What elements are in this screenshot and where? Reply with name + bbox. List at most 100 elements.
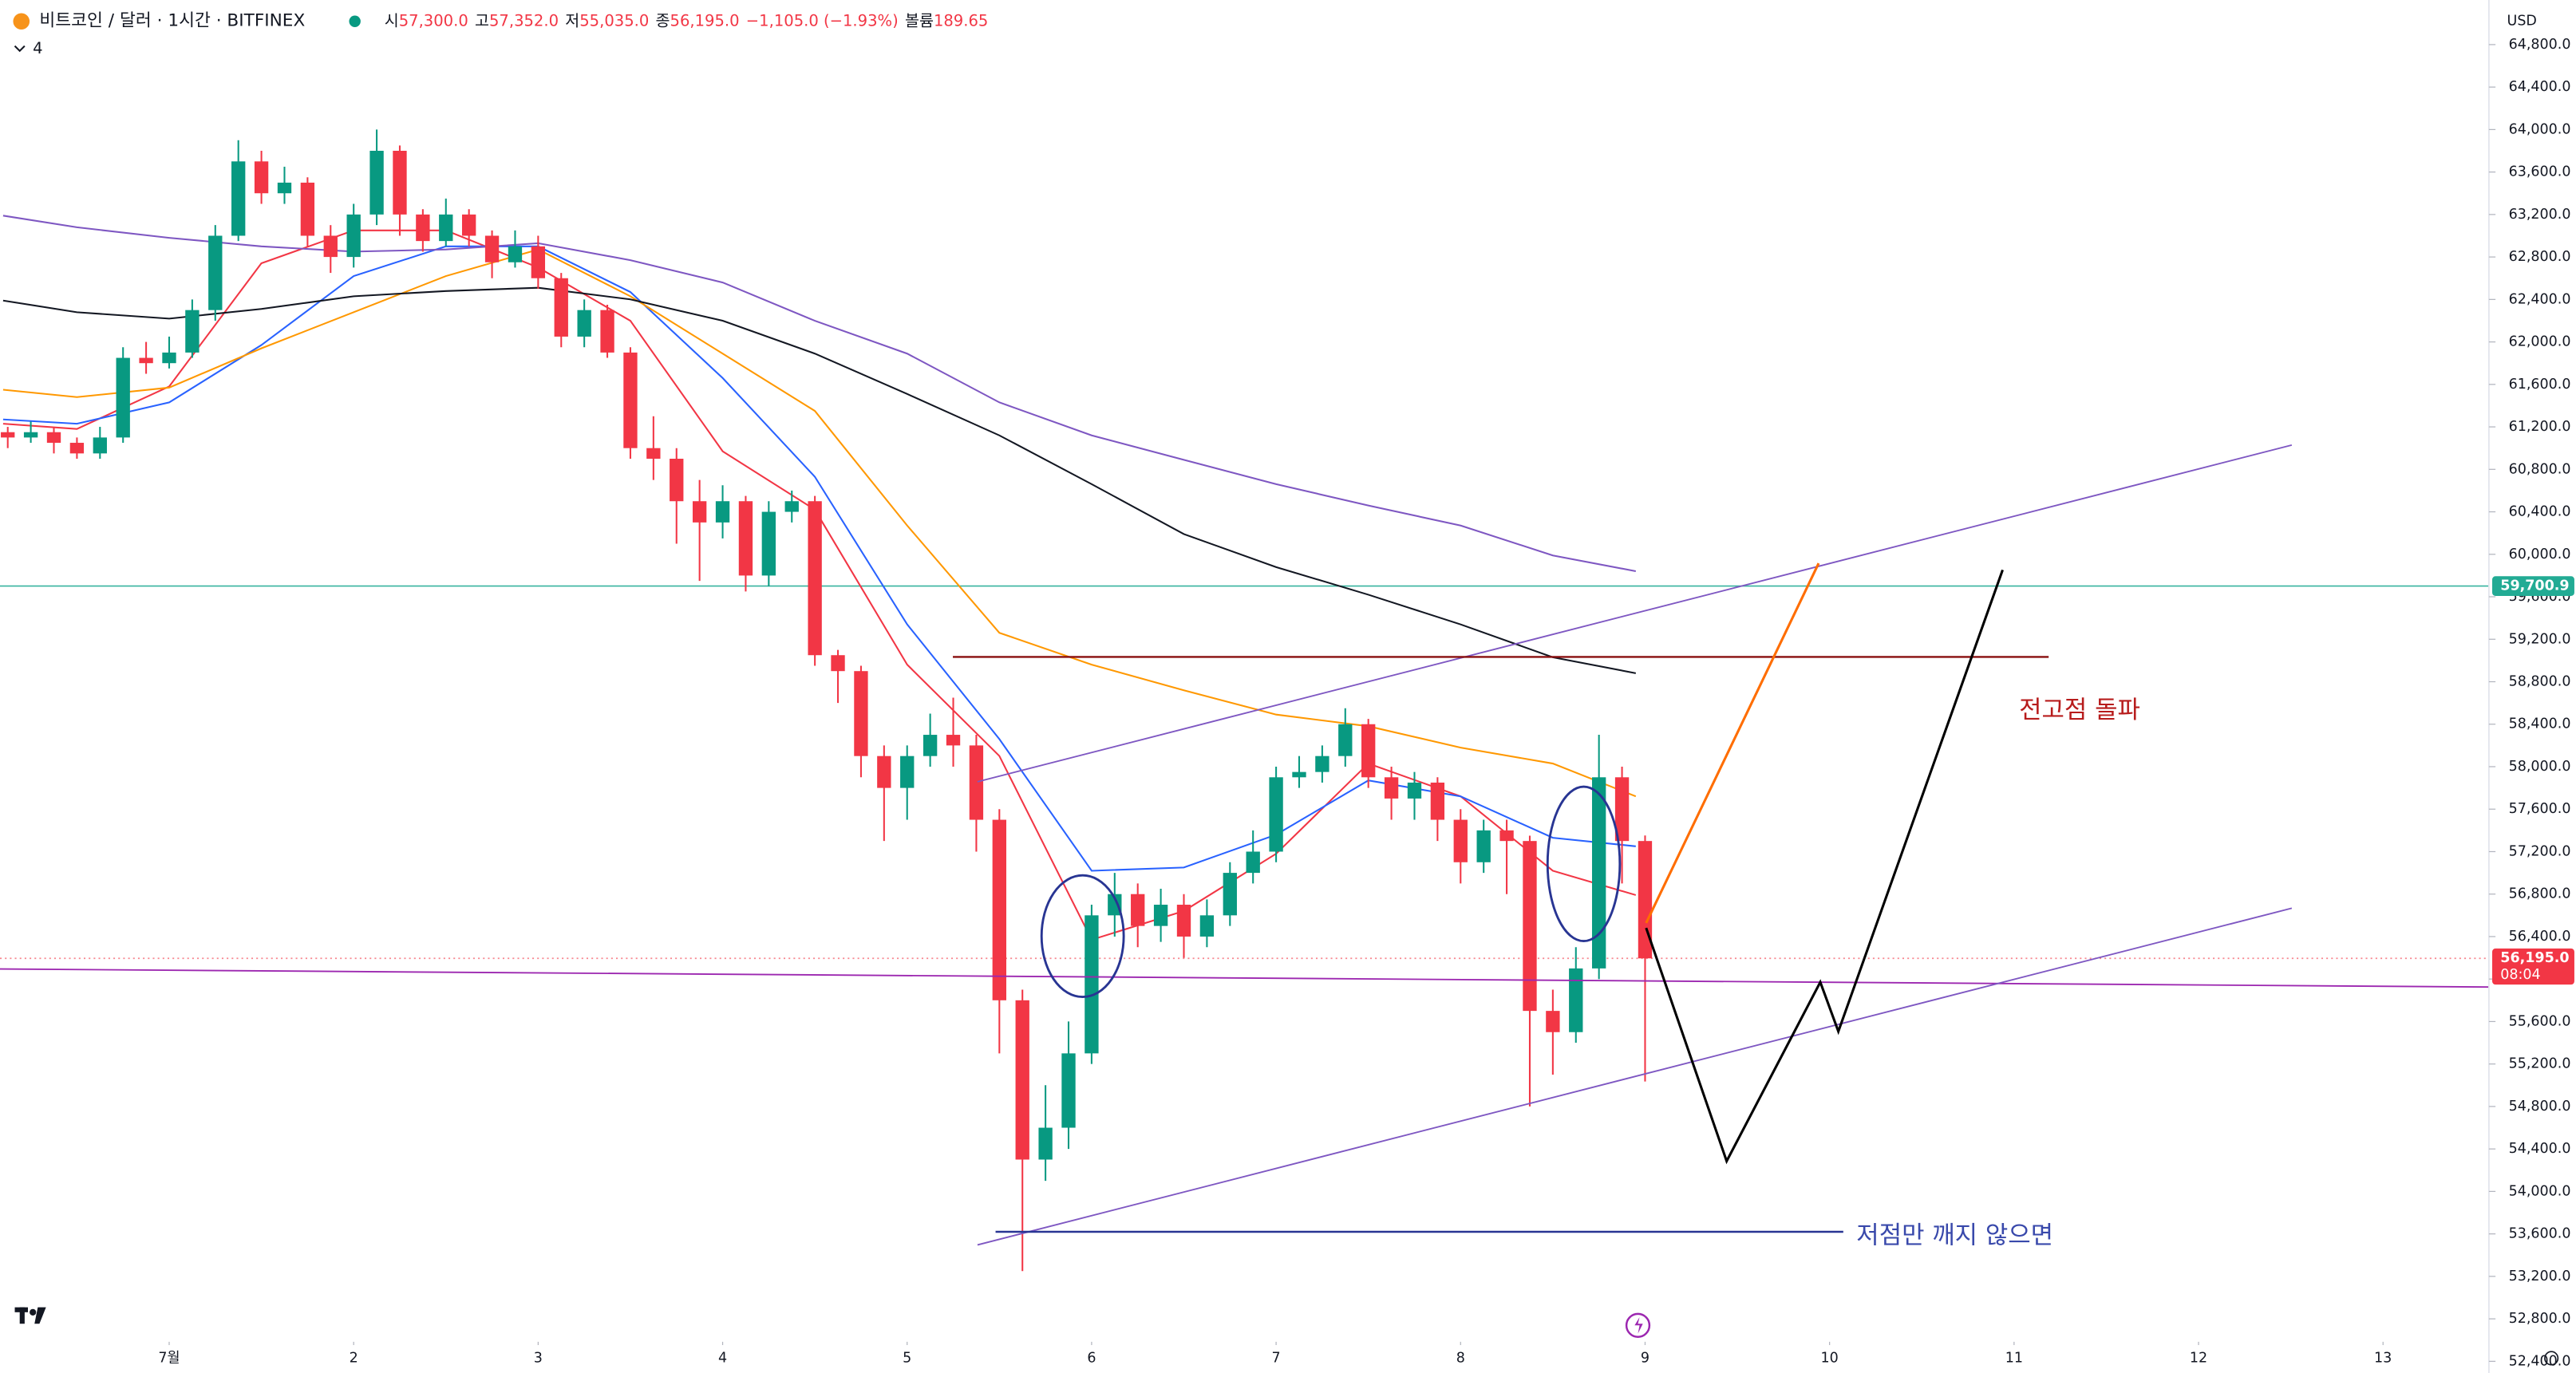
candle-body bbox=[277, 182, 292, 194]
moving-average bbox=[2, 215, 1637, 572]
collapse-icon[interactable] bbox=[14, 45, 26, 53]
candle-body bbox=[831, 655, 845, 672]
trend-line bbox=[977, 444, 2293, 783]
candle-body bbox=[1361, 724, 1376, 778]
y-tick-label: 54,800.0 bbox=[2509, 1099, 2571, 1115]
y-tick-label: 59,200.0 bbox=[2509, 631, 2571, 647]
y-tick-label: 56,400.0 bbox=[2509, 929, 2571, 945]
candle-body bbox=[1176, 905, 1191, 937]
candle-body bbox=[554, 278, 568, 337]
y-tick-label: 52,800.0 bbox=[2509, 1311, 2571, 1327]
legend-value: 55,035.0 bbox=[579, 11, 649, 30]
x-tick-label: 8 bbox=[1456, 1350, 1465, 1366]
y-tick-label: 54,400.0 bbox=[2509, 1141, 2571, 1157]
y-tick-label: 62,800.0 bbox=[2509, 249, 2571, 265]
candle-body bbox=[1569, 968, 1583, 1032]
candle-body bbox=[1591, 777, 1606, 969]
x-tick-label: 6 bbox=[1087, 1350, 1096, 1366]
price-axis bbox=[2488, 0, 2576, 1373]
y-tick-label: 52,400.0 bbox=[2509, 1353, 2571, 1369]
y-tick-label: 64,000.0 bbox=[2509, 121, 2571, 137]
indicator-count[interactable]: 4 bbox=[33, 39, 42, 57]
candle-body bbox=[761, 511, 776, 576]
candle-body bbox=[600, 310, 614, 353]
candle-body bbox=[231, 161, 246, 236]
candle-body bbox=[208, 235, 223, 310]
candle-body bbox=[900, 756, 915, 788]
candle-body bbox=[531, 246, 546, 278]
y-tick-label: 54,000.0 bbox=[2509, 1183, 2571, 1199]
event-icon[interactable] bbox=[1625, 1312, 1651, 1338]
settings-icon[interactable] bbox=[2544, 1351, 2559, 1366]
price-label: 56,195.0 bbox=[2500, 950, 2569, 966]
y-tick-label: 63,200.0 bbox=[2509, 207, 2571, 223]
candle-body bbox=[1430, 782, 1445, 820]
y-tick-label: 57,200.0 bbox=[2509, 843, 2571, 859]
candle-body bbox=[1108, 894, 1122, 916]
price-label: 59,700.9 bbox=[2500, 578, 2569, 594]
x-tick-label: 12 bbox=[2190, 1350, 2207, 1366]
candle-body bbox=[1546, 1011, 1560, 1032]
candle-body bbox=[416, 214, 430, 242]
candle-body bbox=[1453, 819, 1468, 862]
highlight-ellipse bbox=[1546, 785, 1622, 943]
candle-body bbox=[670, 458, 684, 502]
tv-logo bbox=[14, 1307, 46, 1324]
candle-body bbox=[46, 432, 61, 444]
candle-body bbox=[738, 501, 753, 576]
x-tick-label: 3 bbox=[534, 1350, 543, 1366]
candle-body bbox=[439, 214, 453, 242]
candle-body bbox=[784, 501, 799, 512]
x-tick-label: 5 bbox=[903, 1350, 911, 1366]
highlight-ellipse bbox=[1040, 874, 1125, 999]
candle-body bbox=[1038, 1127, 1053, 1160]
candle-body bbox=[1199, 915, 1215, 937]
candle-body bbox=[1061, 1053, 1076, 1128]
y-tick-label: 58,000.0 bbox=[2509, 759, 2571, 775]
legend-value: 57,352.0 bbox=[489, 11, 559, 30]
candle-body bbox=[369, 151, 384, 215]
y-tick-label: 62,000.0 bbox=[2509, 334, 2571, 350]
candle-body bbox=[715, 501, 730, 523]
candle-body bbox=[1131, 894, 1145, 926]
coin-icon bbox=[13, 13, 30, 30]
candle-body bbox=[69, 443, 85, 454]
x-tick-label: 10 bbox=[1821, 1350, 1839, 1366]
candle-body bbox=[1246, 851, 1260, 874]
y-tick-label: 64,400.0 bbox=[2509, 79, 2571, 95]
candle-body bbox=[1223, 873, 1237, 916]
candle-body bbox=[1638, 841, 1653, 959]
candle-body bbox=[1015, 1000, 1029, 1160]
candle-body bbox=[1407, 782, 1422, 799]
drawings: 전고점 돌파 저점만 깨지 않으면 bbox=[0, 444, 2489, 1250]
candle-body bbox=[1476, 830, 1491, 862]
candle-body bbox=[623, 352, 638, 448]
price-label-box bbox=[2492, 948, 2574, 985]
status-dot bbox=[349, 15, 361, 27]
y-tick-label: 60,800.0 bbox=[2509, 461, 2571, 477]
candle-body bbox=[946, 735, 961, 746]
candle-body bbox=[300, 182, 315, 236]
x-tick-label: 7월 bbox=[158, 1350, 180, 1366]
candle-body bbox=[969, 745, 984, 820]
candle-body bbox=[346, 214, 361, 258]
candle-body bbox=[1384, 777, 1399, 799]
y-tick-label: 58,800.0 bbox=[2509, 674, 2571, 690]
y-tick-label: 64,800.0 bbox=[2509, 37, 2571, 53]
y-tick-label: 53,200.0 bbox=[2509, 1268, 2571, 1284]
trend-line bbox=[977, 907, 2293, 1246]
annotation-text: 전고점 돌파 bbox=[2019, 696, 2140, 724]
candle-body bbox=[323, 235, 338, 258]
currency[interactable]: USD bbox=[2507, 14, 2537, 30]
candle-body bbox=[1338, 724, 1353, 756]
y-tick-label: 61,600.0 bbox=[2509, 377, 2571, 393]
projection-path bbox=[1645, 569, 2004, 1165]
candle-body bbox=[1085, 915, 1099, 1054]
candle-body bbox=[484, 235, 500, 262]
candle-body bbox=[1315, 756, 1329, 772]
candle-body bbox=[508, 246, 523, 262]
y-tick-label: 56,800.0 bbox=[2509, 886, 2571, 902]
